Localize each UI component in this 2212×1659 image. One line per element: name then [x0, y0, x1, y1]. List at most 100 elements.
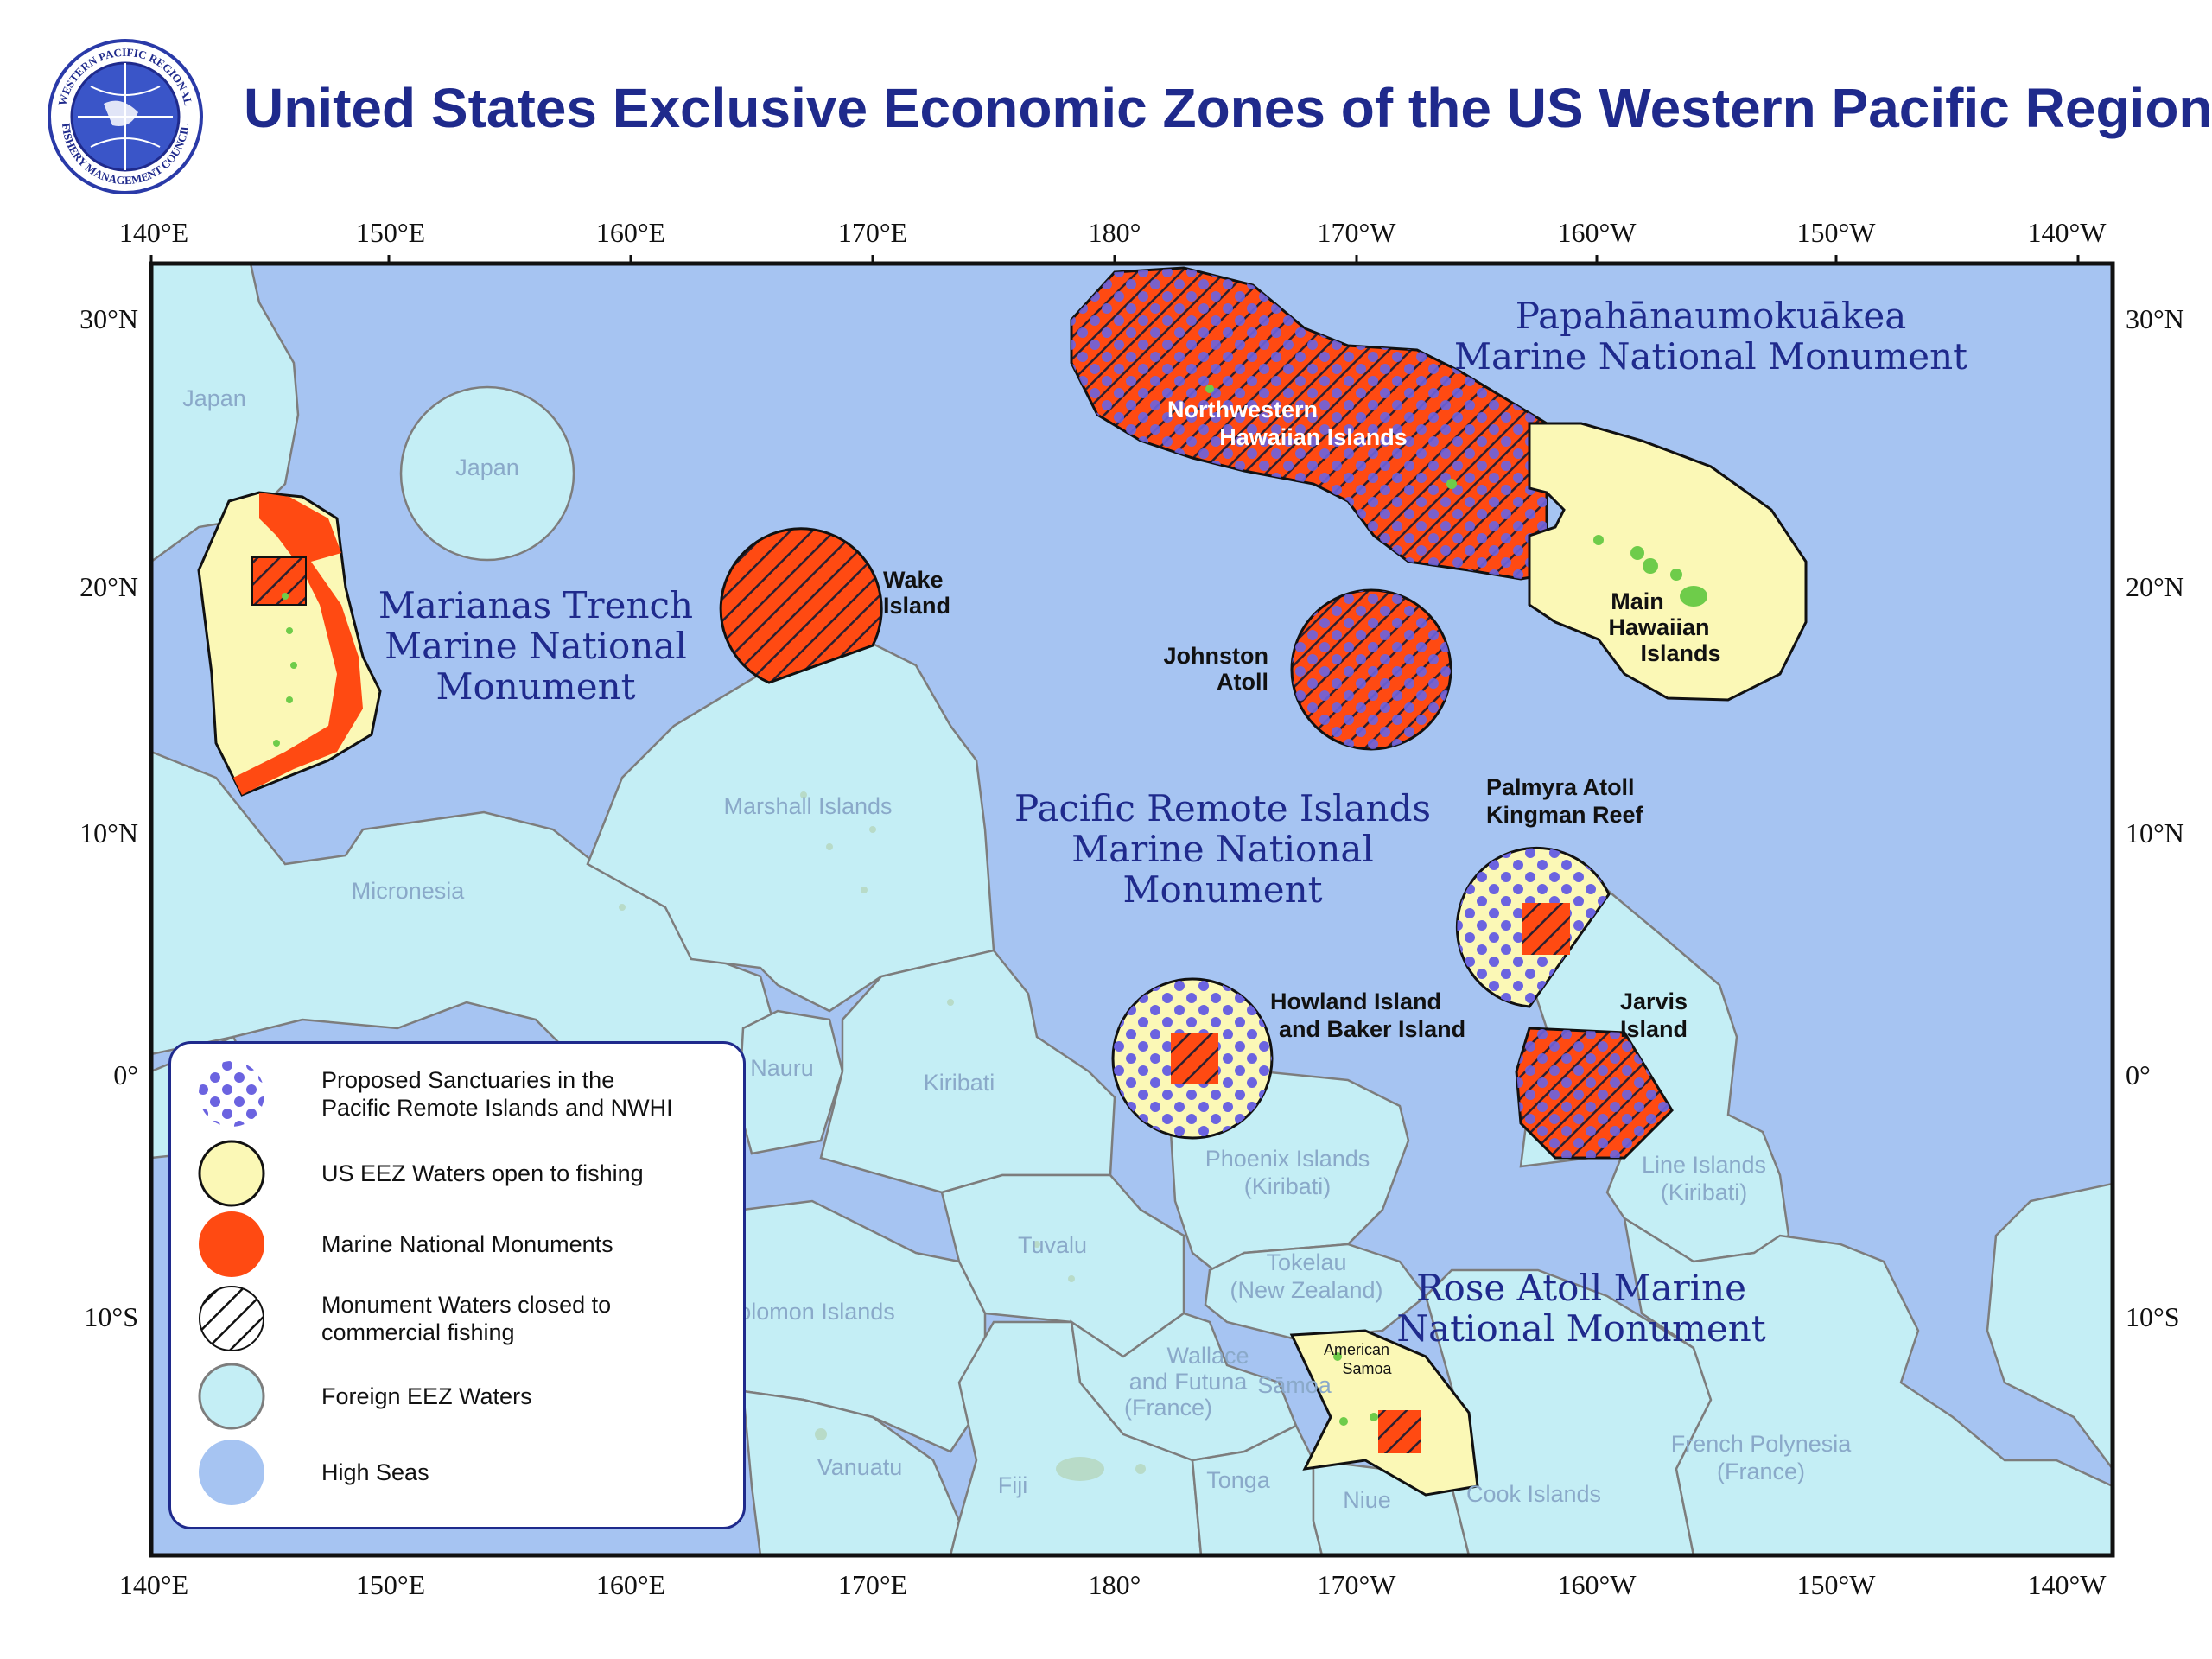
high-seas-swatch — [199, 1440, 264, 1505]
howland-closed-waters — [1171, 1033, 1218, 1084]
label-wallace-2: and Futuna — [1129, 1369, 1249, 1395]
label-johnston-1: Johnston — [1164, 643, 1269, 669]
palmyra-closed-waters — [1522, 903, 1570, 955]
lat-right-0: 0° — [2126, 1059, 2151, 1090]
label-amsamoa-1: American — [1324, 1341, 1389, 1358]
legend-item-proposed-sanctuaries: Proposed Sanctuaries in the Pacific Remot… — [197, 1059, 733, 1128]
closed-waters-swatch — [199, 1286, 264, 1351]
marianas-closed-waters — [251, 556, 307, 606]
lon-bottom-160w: 160°W — [1558, 1569, 1637, 1600]
label-fp-2: (France) — [1717, 1459, 1805, 1484]
lon-bottom-150e: 150°E — [356, 1569, 425, 1600]
lon-top-140w: 140°W — [2028, 217, 2107, 248]
monument-swatch — [199, 1211, 264, 1277]
label-fp-1: French Polynesia — [1671, 1431, 1853, 1457]
label-jarvis-2: Island — [1620, 1016, 1688, 1042]
foreign-eez-swatch — [198, 1363, 265, 1430]
label-nwhi-2: Hawaiian Islands — [1219, 424, 1408, 450]
label-japan-2: Japan — [455, 454, 519, 480]
label-tonga: Tonga — [1206, 1467, 1271, 1493]
label-cook: Cook Islands — [1466, 1481, 1601, 1507]
lat-left-10n: 10°N — [79, 817, 138, 849]
legend-label-2: commercial fishing — [321, 1319, 515, 1345]
map-legend: Proposed Sanctuaries in the Pacific Remot… — [168, 1041, 746, 1529]
lat-right-10n: 10°N — [2126, 817, 2184, 849]
label-tokelau-2: (New Zealand) — [1230, 1277, 1382, 1303]
label-vanuatu: Vanuatu — [817, 1454, 903, 1480]
foreign-eez-waters — [151, 264, 2113, 1555]
label-amsamoa-2: Samoa — [1342, 1360, 1392, 1377]
lon-top-160w: 160°W — [1558, 217, 1637, 248]
label-rose-1: Rose Atoll Marine — [1416, 1267, 1746, 1309]
label-pri-3: Monument — [1123, 868, 1323, 911]
label-wallace-1: Wallace — [1166, 1343, 1249, 1369]
lon-bottom-140e: 140°E — [119, 1569, 188, 1600]
label-jarvis-1: Jarvis — [1620, 988, 1688, 1014]
label-mhi-2: Hawaiian — [1608, 614, 1709, 640]
lon-top-170w: 170°W — [1318, 217, 1397, 248]
label-wallace-3: (France) — [1124, 1395, 1212, 1421]
lat-right-10s: 10°S — [2126, 1301, 2180, 1332]
lat-left-10s: 10°S — [84, 1301, 138, 1332]
legend-label: US EEZ Waters open to fishing — [321, 1160, 644, 1186]
label-samoa: Sāmoa — [1257, 1372, 1332, 1398]
legend-item-closed-waters: Monument Waters closed to commercial fish… — [197, 1284, 733, 1353]
label-micronesia: Micronesia — [352, 878, 466, 904]
lon-top-160e: 160°E — [596, 217, 665, 248]
lon-bottom-170e: 170°E — [838, 1569, 907, 1600]
legend-item-foreign-eez: Foreign EEZ Waters — [197, 1362, 733, 1431]
label-howland-1: Howland Island — [1270, 988, 1441, 1014]
label-pri-1: Pacific Remote Islands — [1014, 787, 1431, 830]
legend-label: Proposed Sanctuaries in the — [321, 1067, 615, 1093]
label-johnston-2: Atoll — [1217, 669, 1268, 695]
label-japan-1: Japan — [182, 385, 246, 411]
label-marianas-3: Monument — [436, 665, 636, 708]
label-marianas-1: Marianas Trench — [378, 584, 693, 626]
lon-top-150w: 150°W — [1797, 217, 1877, 248]
label-tuvalu: Tuvalu — [1018, 1232, 1087, 1258]
council-logo: WESTERN PACIFIC REGIONAL FISHERY MANAGEM… — [48, 39, 203, 194]
lat-left-30n: 30°N — [79, 303, 138, 334]
us-eez-swatch — [198, 1140, 265, 1207]
label-marshall: Marshall Islands — [723, 793, 892, 819]
label-palmyra-2: Kingman Reef — [1486, 802, 1644, 828]
wake-monument — [719, 527, 883, 684]
legend-label: High Seas — [321, 1459, 429, 1485]
legend-item-us-eez: US EEZ Waters open to fishing — [197, 1139, 733, 1208]
legend-label: Monument Waters closed to — [321, 1292, 612, 1318]
lat-left-0: 0° — [113, 1059, 138, 1090]
legend-label: Marine National Monuments — [321, 1231, 613, 1257]
legend-label: Foreign EEZ Waters — [321, 1383, 532, 1409]
lat-right-30n: 30°N — [2126, 303, 2184, 334]
label-solomon: olomon Islands — [738, 1299, 895, 1325]
label-palmyra-1: Palmyra Atoll — [1486, 774, 1635, 800]
main-hawaiian-eez — [1528, 422, 1808, 702]
label-nwhi-1: Northwestern — [1167, 397, 1318, 423]
lon-top-140e: 140°E — [119, 217, 188, 248]
lon-bottom-140w: 140°W — [2028, 1569, 2107, 1600]
lon-top-150e: 150°E — [356, 217, 425, 248]
label-line-1: Line Islands — [1642, 1152, 1766, 1178]
lon-top-170e: 170°E — [838, 217, 907, 248]
legend-label-2: Pacific Remote Islands and NWHI — [321, 1095, 673, 1121]
label-pri-2: Marine National — [1071, 828, 1374, 870]
label-phoenix-1: Phoenix Islands — [1205, 1146, 1370, 1172]
lon-bottom-150w: 150°W — [1797, 1569, 1877, 1600]
proposed-sanctuary-swatch — [199, 1061, 264, 1127]
label-line-2: (Kiribati) — [1661, 1179, 1748, 1205]
lon-bottom-180: 180° — [1089, 1569, 1141, 1600]
label-papa-2: Marine National Monument — [1454, 335, 1967, 378]
page-title: United States Exclusive Economic Zones o… — [244, 77, 2212, 139]
label-fiji: Fiji — [998, 1472, 1028, 1498]
legend-item-high-seas: High Seas — [197, 1438, 733, 1507]
rose-atoll-closed-waters — [1378, 1410, 1421, 1453]
legend-item-monuments: Marine National Monuments — [197, 1210, 733, 1279]
lon-bottom-160e: 160°E — [596, 1569, 665, 1600]
label-niue: Niue — [1343, 1487, 1391, 1513]
label-howland-2: and Baker Island — [1279, 1016, 1465, 1042]
foreign-islands — [619, 791, 1146, 1481]
label-tokelau-1: Tokelau — [1266, 1249, 1346, 1275]
label-mhi-3: Islands — [1640, 640, 1720, 666]
lat-right-20n: 20°N — [2126, 571, 2184, 602]
